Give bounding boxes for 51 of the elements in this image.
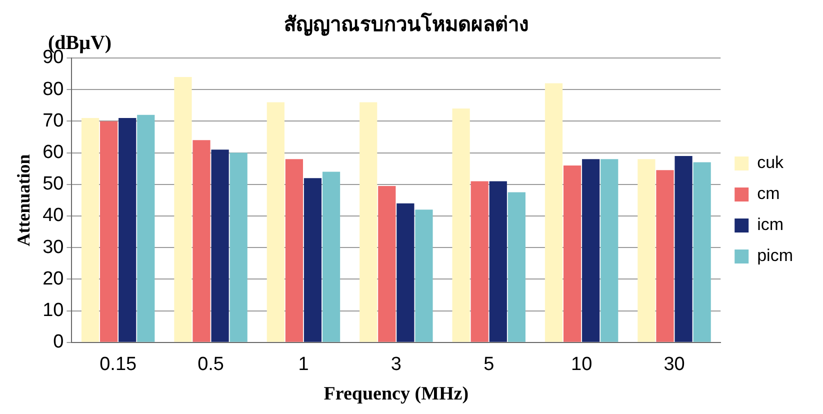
y-tick-label: 70 (42, 110, 64, 132)
y-tick-label: 60 (42, 142, 64, 164)
bar (266, 102, 284, 342)
x-tick-label: 3 (390, 354, 402, 376)
bar (470, 181, 488, 342)
bar (638, 159, 656, 342)
y-tick-label: 30 (42, 236, 64, 258)
legend-label: icm (757, 215, 784, 234)
y-tick-label: 10 (42, 300, 64, 322)
bar (322, 172, 340, 342)
bar (174, 76, 192, 342)
x-tick-label: 30 (664, 354, 685, 376)
bar (378, 186, 396, 342)
x-tick-label: 10 (570, 354, 592, 376)
x-tick-label: 5 (484, 354, 494, 376)
bar (452, 108, 470, 342)
legend-label: picm (757, 246, 794, 266)
bar (508, 192, 526, 342)
y-tick-label: 80 (42, 78, 64, 100)
bar (544, 83, 563, 342)
legend-label: cuk (757, 153, 784, 172)
bar (656, 170, 674, 342)
bar (674, 156, 692, 342)
bar (693, 162, 711, 342)
x-tick-label: 1 (298, 354, 309, 376)
bar (81, 118, 100, 342)
y-tick-label: 50 (42, 174, 64, 195)
x-axis-title: Frequency (MHz) (324, 384, 469, 405)
x-tick-label: 0.5 (198, 354, 224, 376)
bar (304, 178, 322, 342)
bar (192, 140, 210, 342)
bar (582, 159, 600, 342)
bar (100, 121, 118, 342)
bar (489, 181, 507, 342)
bar (360, 102, 378, 342)
bar (137, 114, 155, 342)
y-tick-label: 20 (42, 268, 64, 290)
y-axis-title: Attenuation (13, 154, 34, 246)
bar (285, 159, 304, 342)
bar (118, 118, 136, 342)
y-tick-label: 40 (42, 205, 64, 226)
bar (600, 159, 618, 342)
legend-label: cm (757, 184, 780, 204)
bar (230, 152, 248, 342)
bar (563, 165, 582, 342)
bar (396, 203, 414, 342)
bar (415, 210, 433, 342)
x-tick-label: 0.15 (100, 354, 137, 376)
chart-title: สัญญาณรบกวนโหมดผลต่าง (284, 12, 529, 36)
bar (211, 150, 229, 342)
y-tick-label: 0 (53, 332, 64, 353)
